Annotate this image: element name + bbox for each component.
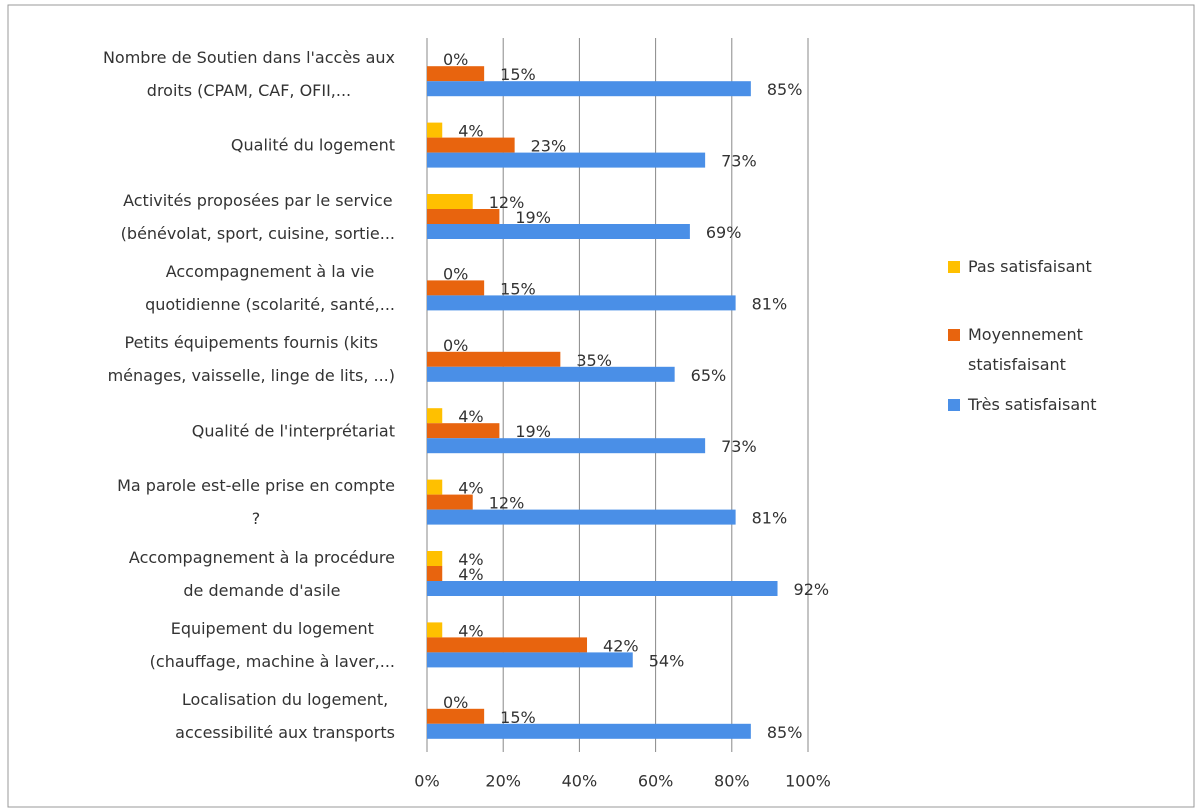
category-label: Accompagnement à la vie quotidienne (sco… — [145, 261, 395, 314]
data-label: 42% — [603, 636, 639, 655]
data-label: 12% — [489, 193, 525, 212]
x-tick-label: 80% — [714, 772, 750, 791]
bar — [427, 479, 443, 495]
category-label: Nombre de Soutien dans l'accès aux droit… — [102, 47, 395, 100]
data-label: 12% — [489, 494, 525, 513]
data-label: 19% — [515, 422, 551, 441]
category-label: Localisation du logement, accessibilité … — [175, 690, 395, 743]
bar — [427, 494, 473, 510]
data-label: 4% — [458, 122, 483, 141]
bar — [427, 637, 588, 653]
category-label: Qualité du logement — [230, 135, 395, 155]
category-label: Ma parole est-elle prise en compte ? — [117, 476, 395, 529]
data-label: 0% — [443, 336, 468, 355]
data-label: 4% — [458, 621, 483, 640]
bar — [427, 137, 515, 153]
y-tick-label: Activités proposées par le service (béné… — [0, 184, 395, 250]
data-label: 0% — [443, 693, 468, 712]
x-tick-label: 40% — [562, 772, 598, 791]
y-tick-label: Accompagnement à la vie quotidienne (sco… — [0, 255, 395, 321]
data-label: 85% — [767, 80, 803, 99]
data-label: 54% — [649, 651, 685, 670]
bar — [427, 209, 500, 224]
y-tick-label: Accompagnement à la procédure de demande… — [0, 541, 395, 607]
data-label: 19% — [515, 208, 551, 227]
data-label: 15% — [500, 708, 536, 727]
data-label: 85% — [767, 723, 803, 742]
category-label: Activités proposées par le service (béné… — [120, 190, 395, 243]
bar — [427, 551, 443, 566]
data-label: 15% — [500, 279, 536, 298]
legend-swatch — [948, 329, 960, 341]
data-label: 73% — [721, 437, 757, 456]
y-tick-label: Qualité du logement — [0, 129, 395, 162]
data-label: 4% — [458, 407, 483, 426]
bar — [427, 66, 485, 82]
legend-swatch — [948, 261, 960, 273]
bar — [427, 708, 485, 724]
data-label: 4% — [458, 550, 483, 569]
data-label: 69% — [706, 223, 742, 242]
legend-label: Très satisfaisant — [968, 395, 1097, 414]
category-label: Qualité de l'interprétariat — [191, 421, 395, 441]
data-label: 4% — [458, 565, 483, 584]
bar — [427, 280, 485, 296]
bar — [427, 408, 443, 424]
bar — [427, 81, 751, 97]
x-tick-label: 100% — [785, 772, 831, 791]
bar — [427, 351, 561, 367]
y-tick-label: Equipement du logement (chauffage, machi… — [0, 612, 395, 678]
bar — [427, 423, 500, 439]
y-tick-label: Localisation du logement, accessibilité … — [0, 683, 395, 749]
bar — [427, 152, 706, 168]
y-tick-label: Nombre de Soutien dans l'accès aux droit… — [0, 41, 395, 107]
chart-border — [7, 4, 1195, 808]
bar — [427, 194, 473, 209]
y-tick-label: Qualité de l'interprétariat — [0, 414, 395, 447]
data-label: 65% — [691, 366, 727, 385]
x-tick-label: 60% — [638, 772, 674, 791]
bar — [427, 652, 633, 668]
y-tick-label: Petits équipements fournis (kits ménages… — [0, 326, 395, 392]
x-tick-label: 20% — [485, 772, 521, 791]
data-label: 23% — [531, 137, 567, 156]
data-label: 0% — [443, 50, 468, 69]
legend-label: Pas satisfaisant — [968, 257, 1092, 276]
data-label: 92% — [794, 580, 830, 599]
category-label: Equipement du logement (chauffage, machi… — [149, 618, 395, 671]
y-tick-label: Ma parole est-elle prise en compte ? — [0, 469, 395, 535]
legend-swatch — [948, 399, 960, 411]
bar — [427, 438, 706, 454]
data-label: 0% — [443, 264, 468, 283]
data-label: 15% — [500, 65, 536, 84]
data-label: 35% — [576, 351, 612, 370]
bar — [427, 366, 675, 382]
bar — [427, 509, 736, 525]
x-tick-label: 0% — [414, 772, 439, 791]
data-label: 81% — [752, 294, 788, 313]
bar — [427, 566, 443, 581]
bar — [427, 122, 443, 138]
data-label: 4% — [458, 479, 483, 498]
bar — [427, 723, 751, 739]
bar — [427, 581, 778, 596]
data-label: 73% — [721, 152, 757, 171]
bar — [427, 622, 443, 638]
category-label: Accompagnement à la procédure de demande… — [128, 547, 395, 600]
data-label: 81% — [752, 509, 788, 528]
category-label: Petits équipements fournis (kits ménages… — [107, 333, 395, 386]
legend-label: Moyennement statisfaisant — [968, 325, 1083, 374]
bar — [427, 224, 690, 239]
bar — [427, 295, 736, 311]
